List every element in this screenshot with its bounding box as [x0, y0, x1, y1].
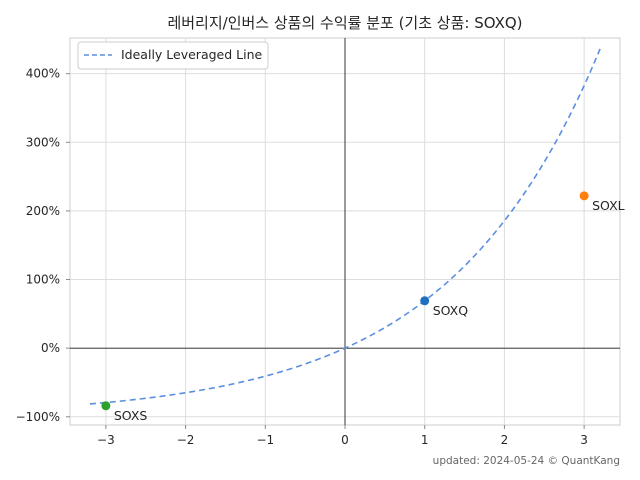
point-soxl	[579, 191, 589, 201]
point-label-soxl: SOXL	[592, 198, 625, 213]
y-tick-label: −100%	[16, 410, 60, 424]
x-tick-label: −3	[97, 433, 115, 447]
footer-note: updated: 2024-05-24 © QuantKang	[433, 455, 620, 467]
axes	[70, 38, 620, 425]
y-tick-label: 0%	[41, 341, 60, 355]
x-tick-label: −2	[177, 433, 195, 447]
y-tick-label: 300%	[26, 135, 60, 149]
legend-box	[77, 41, 269, 70]
y-tick-label: 200%	[26, 204, 60, 218]
tick-labels: −3 −2 −1 0 1 2 3 −100% 0% 100% 200% 300% 400%	[16, 67, 588, 447]
ideally-leveraged-line	[89, 48, 601, 405]
x-tick-label: 1	[421, 433, 429, 447]
x-tick-label: −1	[256, 433, 274, 447]
series: SOXS SOXQ SOXL	[89, 48, 625, 423]
chart-title: 레버리지/인버스 상품의 수익률 분포 (기초 상품: SOXQ)	[167, 14, 522, 32]
y-tick-label: 400%	[26, 67, 60, 81]
point-label-soxs: SOXS	[114, 408, 148, 423]
legend: Ideally Leveraged Line	[77, 41, 269, 70]
legend-label: Ideally Leveraged Line	[121, 47, 263, 62]
point-soxs	[101, 401, 111, 411]
y-tick-label: 100%	[26, 273, 60, 287]
x-tick-label: 3	[580, 433, 588, 447]
point-soxq	[420, 296, 430, 306]
point-label-soxq: SOXQ	[433, 303, 469, 318]
x-tick-label: 2	[501, 433, 509, 447]
x-tick-label: 0	[341, 433, 349, 447]
grid	[66, 37, 621, 429]
